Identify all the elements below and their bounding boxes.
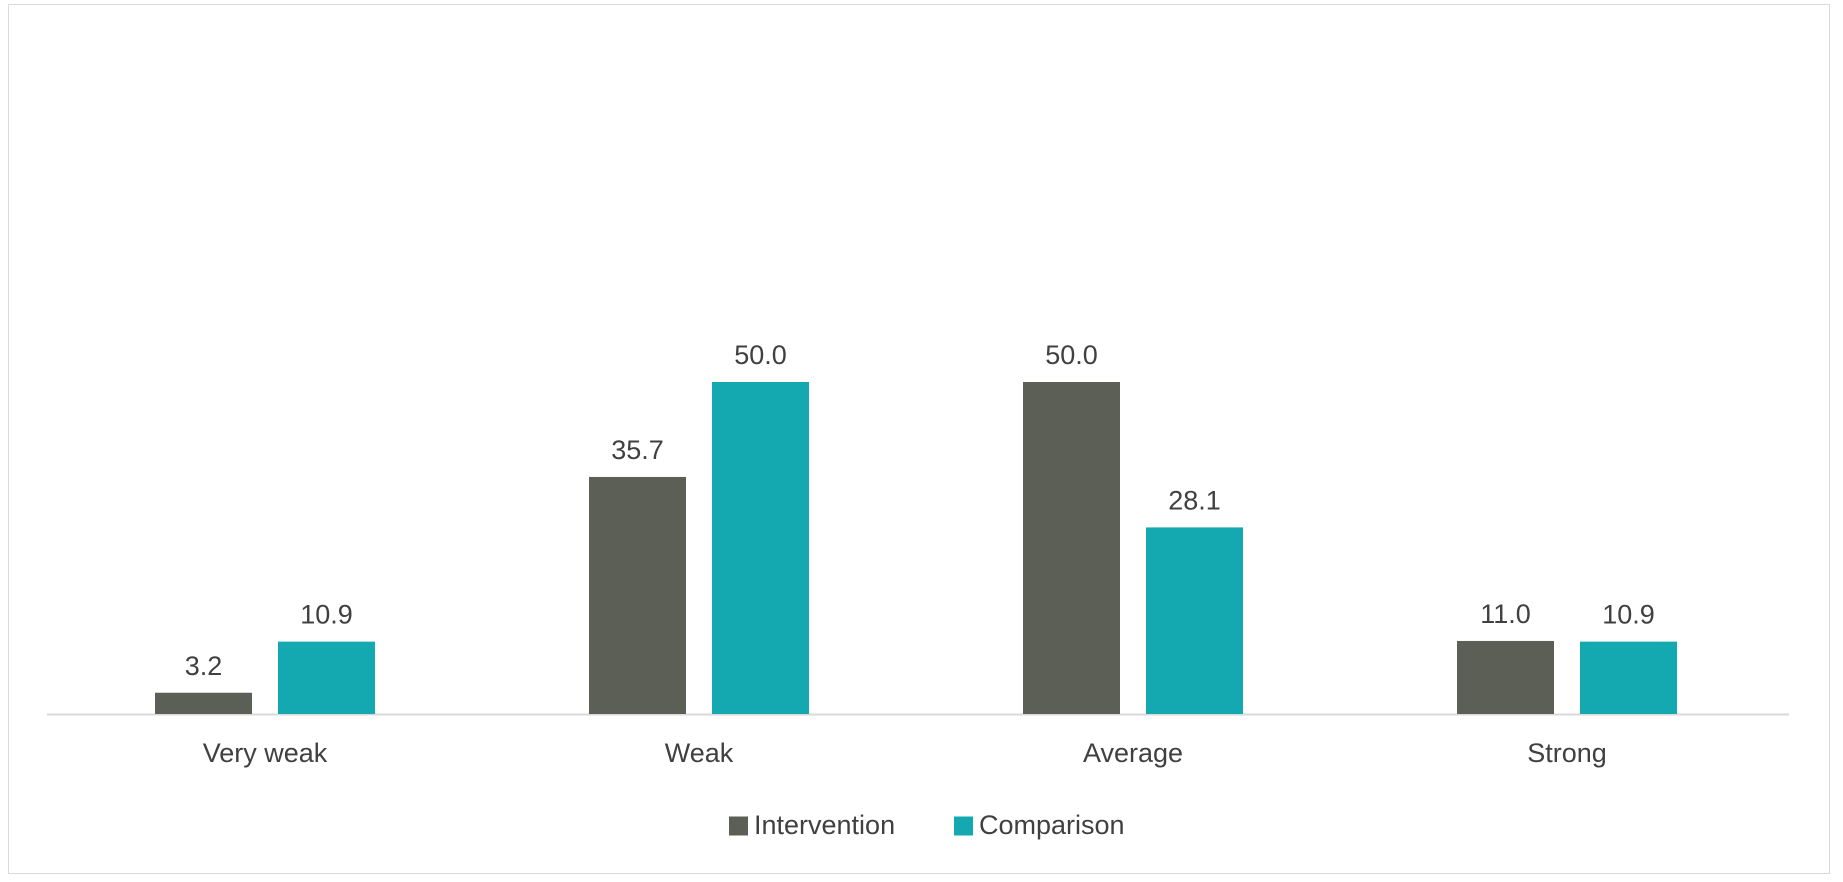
legend-label-intervention: Intervention — [754, 810, 895, 840]
x-tick-label: Very weak — [203, 738, 328, 768]
bar-comparison-strong — [1580, 641, 1677, 714]
data-label: 50.0 — [1045, 340, 1098, 370]
bar-comparison-very-weak — [278, 641, 375, 714]
legend-label-comparison: Comparison — [979, 810, 1125, 840]
bar-chart: 3.2 10.9 Very weak 35.7 50.0 Weak 50.0 28.1 Aver… — [47, 340, 1789, 840]
data-label: 10.9 — [1602, 600, 1655, 630]
x-tick-label: Average — [1083, 738, 1183, 768]
bar-comparison-weak — [712, 382, 809, 714]
data-label: 10.9 — [300, 600, 353, 630]
legend-swatch-comparison — [954, 816, 973, 836]
data-label: 35.7 — [611, 435, 664, 465]
legend-swatch-intervention — [729, 816, 748, 836]
bar-intervention-weak — [589, 476, 686, 714]
data-label: 50.0 — [734, 340, 787, 370]
bar-intervention-average — [1023, 382, 1120, 714]
data-label: 28.1 — [1168, 485, 1221, 515]
bar-comparison-average — [1146, 527, 1243, 714]
data-label: 3.2 — [185, 651, 223, 681]
chart-frame: 3.2 10.9 Very weak 35.7 50.0 Weak 50.0 28.1 Aver… — [8, 4, 1830, 874]
bar-intervention-strong — [1457, 640, 1554, 714]
bar-intervention-very-weak — [155, 692, 252, 714]
x-tick-label: Strong — [1527, 738, 1607, 768]
x-tick-label: Weak — [665, 738, 734, 768]
data-label: 11.0 — [1480, 599, 1531, 629]
